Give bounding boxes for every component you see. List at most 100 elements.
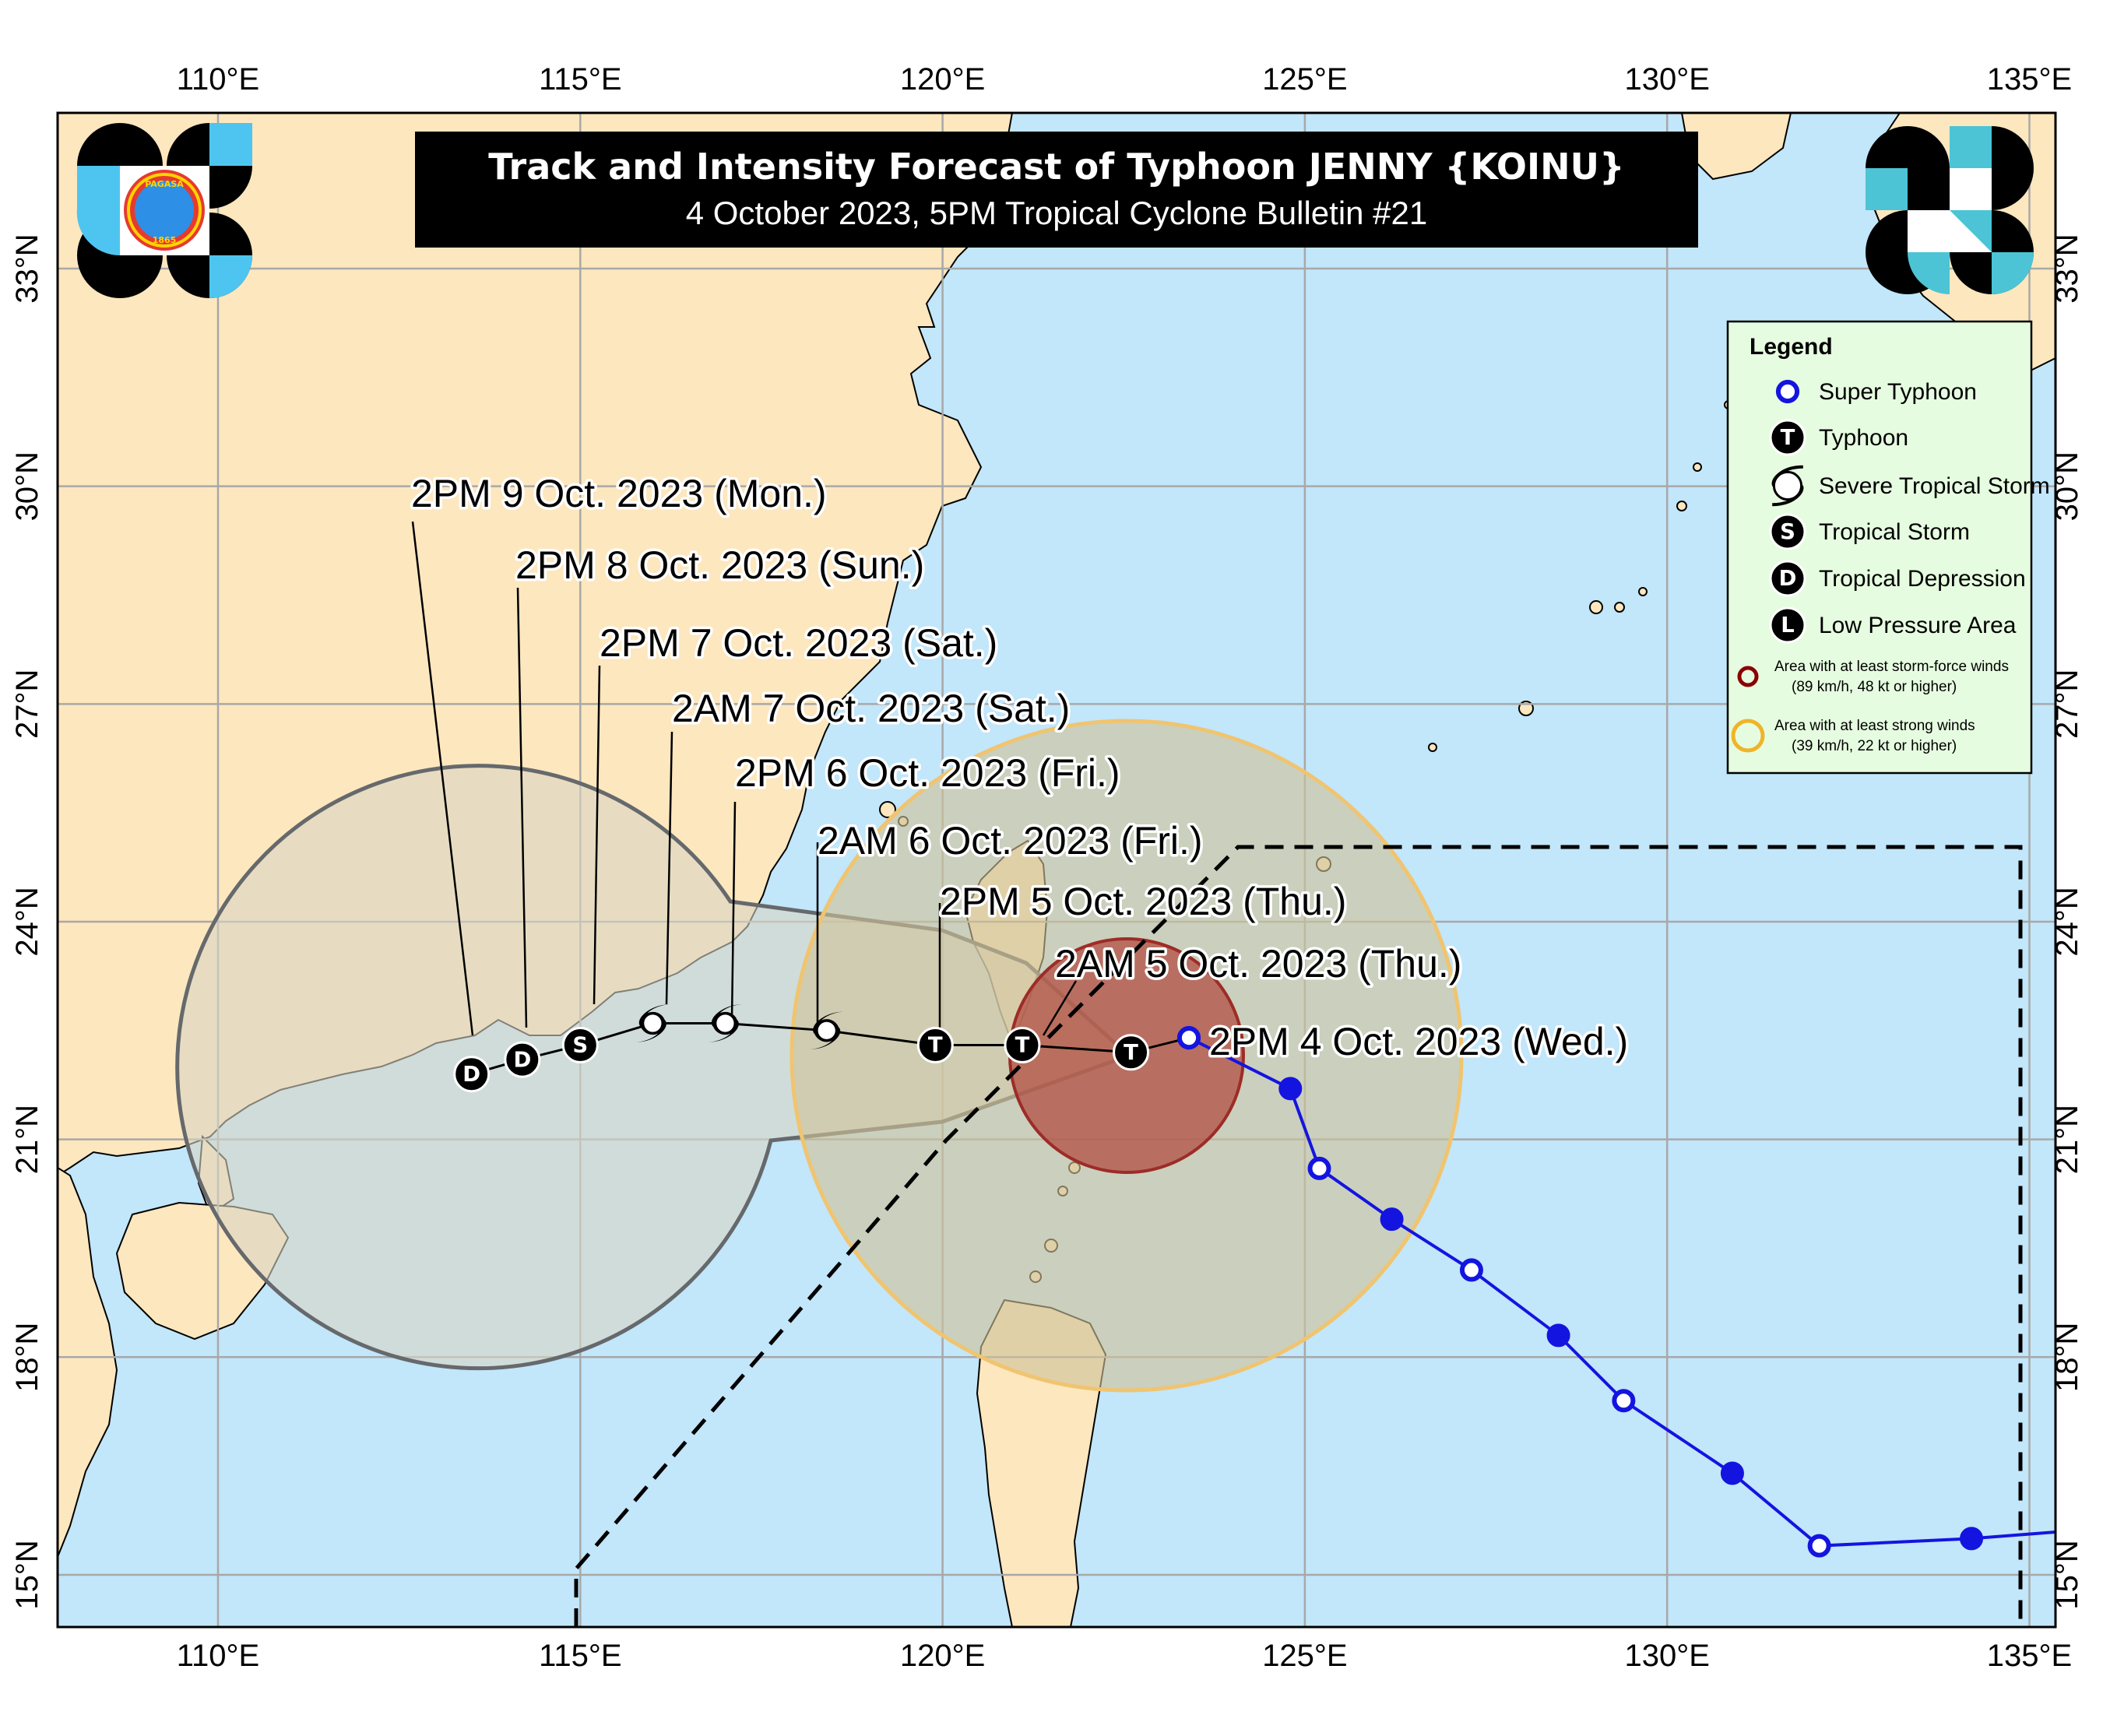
category-D-icon: D <box>504 1041 541 1078</box>
title-line-2: 4 October 2023, 5PM Tropical Cyclone Bul… <box>686 195 1428 231</box>
lat-label-right: 27°N <box>2050 669 2084 739</box>
category-T-icon: T <box>1113 1034 1150 1071</box>
lat-label-right: 30°N <box>2050 452 2084 521</box>
legend-strong-winds-line1: Area with at least strong winds <box>1774 718 1975 734</box>
forecast-time-label: 2AM 7 Oct. 2023 (Sat.) <box>672 687 1070 730</box>
leader-line <box>1042 980 1078 1036</box>
svg-text:S: S <box>572 1033 588 1058</box>
forecast-track-line <box>471 1021 1190 1076</box>
lon-label-top: 120°E <box>900 62 985 97</box>
pagasa-logo: PAGASA 1865 <box>76 123 252 298</box>
title-line-1: Track and Intensity Forecast of Typhoon … <box>488 146 1625 188</box>
legend-storm-force-line1: Area with at least storm-force winds <box>1774 659 2009 675</box>
current-position-icon <box>1775 379 1800 404</box>
super-typhoon-icon <box>809 1011 844 1050</box>
lon-label-bottom: 135°E <box>1987 1639 2072 1673</box>
forecast-time-label: 2PM 8 Oct. 2023 (Sun.) <box>515 543 924 587</box>
lat-label-right: 21°N <box>2050 1105 2084 1174</box>
current-position-icon <box>1176 1026 1201 1050</box>
category-D-icon: D <box>1769 560 1806 597</box>
past-track-point <box>1278 1077 1303 1101</box>
lat-label-left: 21°N <box>10 1105 44 1174</box>
category-L-icon: L <box>1769 606 1806 644</box>
past-track-point <box>1307 1156 1331 1180</box>
title-banner: Track and Intensity Forecast of Typhoon … <box>415 132 1698 248</box>
category-S-icon: S <box>561 1026 599 1063</box>
legend-item-label: Severe Tropical Storm <box>1819 473 2050 499</box>
svg-text:S: S <box>1780 519 1795 544</box>
lon-label-bottom: 125°E <box>1262 1639 1347 1673</box>
category-T-icon: T <box>1004 1026 1041 1063</box>
category-S-icon: S <box>1769 513 1806 550</box>
forecast-time-label: 2PM 6 Oct. 2023 (Fri.) <box>735 751 1120 795</box>
svg-text:T: T <box>1124 1040 1138 1065</box>
lat-label-left: 18°N <box>10 1323 44 1392</box>
svg-text:D: D <box>1779 566 1797 591</box>
forecast-time-label: 2PM 7 Oct. 2023 (Sat.) <box>600 621 997 665</box>
past-track-point <box>1720 1461 1744 1485</box>
leader-line <box>665 731 673 1005</box>
storm-force-legend-icon <box>1737 666 1759 687</box>
lat-label-right: 18°N <box>2050 1323 2084 1392</box>
category-T-icon: T <box>916 1026 954 1063</box>
pagasa-seal-text: PAGASA <box>145 179 184 189</box>
severe-tropical-storm-icon <box>1771 465 1804 507</box>
legend-panel: Legend Super Typhoon T Typhoon Severe Tropi… <box>1726 320 2050 775</box>
lat-label-left: 15°N <box>10 1540 44 1609</box>
lat-label-left: 27°N <box>10 669 44 739</box>
lat-label-right: 24°N <box>2050 887 2084 956</box>
svg-text:T: T <box>1015 1033 1030 1058</box>
svg-text:D: D <box>513 1047 531 1072</box>
legend-strong-winds-line2: (39 km/h, 22 kt or higher) <box>1792 738 1957 754</box>
lon-label-top: 130°E <box>1624 62 1709 97</box>
legend-item-label: Low Pressure Area <box>1819 613 2017 638</box>
forecast-cone <box>175 764 1133 1371</box>
forecast-time-label: 2PM 5 Oct. 2023 (Thu.) <box>940 880 1346 923</box>
super-typhoon-icon <box>708 1004 743 1042</box>
past-track-point <box>1960 1527 1984 1551</box>
past-track-point <box>1546 1323 1570 1348</box>
legend-item-label: Tropical Storm <box>1819 519 1970 545</box>
lat-label-left: 33°N <box>10 234 44 303</box>
legend-item-label: Tropical Depression <box>1819 566 2026 592</box>
land-vietnam <box>58 1166 118 1558</box>
lon-label-top: 125°E <box>1262 62 1347 97</box>
lat-label-left: 24°N <box>10 887 44 956</box>
strong-winds-legend-icon <box>1731 719 1765 753</box>
dost-logo <box>1866 126 2034 294</box>
forecast-time-label: 2AM 5 Oct. 2023 (Thu.) <box>1055 942 1461 986</box>
par-boundary <box>574 845 2023 1627</box>
legend-item-label: Typhoon <box>1819 425 1908 451</box>
lon-label-top: 135°E <box>1987 62 2072 97</box>
super-typhoon-icon <box>635 1004 670 1042</box>
axis-labels: 110°E 110°E 115°E 115°E 120°E 120°E 125°E 125°E… <box>10 62 2084 1673</box>
past-track-point <box>1807 1534 1831 1558</box>
lat-label-right: 33°N <box>2050 234 2084 303</box>
lon-label-bottom: 120°E <box>900 1639 985 1673</box>
legend-title: Legend <box>1750 334 1833 360</box>
label-leader-lines <box>411 521 1078 1043</box>
svg-text:T: T <box>1781 425 1795 450</box>
lon-label-top: 115°E <box>539 62 621 97</box>
leader-line <box>593 665 601 1005</box>
svg-text:T: T <box>928 1033 943 1058</box>
past-track-points <box>1177 1026 1984 1558</box>
forecast-markers: T T T S D D <box>453 1004 1201 1093</box>
svg-text:D: D <box>462 1062 480 1087</box>
category-T-icon: T <box>1769 419 1806 456</box>
past-track-point <box>1612 1389 1636 1413</box>
forecast-time-label: 2PM 4 Oct. 2023 (Wed.) <box>1209 1020 1628 1063</box>
lat-label-right: 15°N <box>2050 1540 2084 1609</box>
lon-label-top: 110°E <box>177 62 259 97</box>
lat-label-left: 30°N <box>10 452 44 521</box>
map-frame <box>56 111 2057 1629</box>
leader-line <box>730 801 737 1021</box>
legend-storm-force-line2: (89 km/h, 48 kt or higher) <box>1792 679 1957 695</box>
forecast-labels: 2PM 4 Oct. 2023 (Wed.) 2AM 5 Oct. 2023 (T… <box>409 469 1631 1067</box>
svg-text:L: L <box>1781 613 1795 638</box>
forecast-time-label: 2PM 9 Oct. 2023 (Mon.) <box>411 472 827 515</box>
pagasa-seal-year: 1865 <box>153 235 177 245</box>
forecast-time-label: 2AM 6 Oct. 2023 (Fri.) <box>818 819 1203 863</box>
leader-line <box>516 587 528 1028</box>
